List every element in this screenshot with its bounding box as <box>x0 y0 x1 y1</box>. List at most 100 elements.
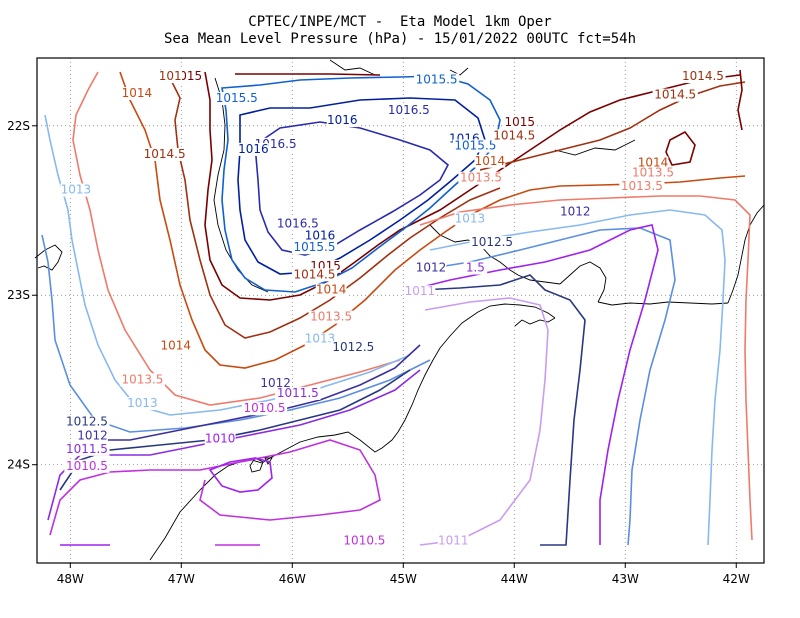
isobar-1012 <box>409 224 659 545</box>
isobar-label: 1014.5 <box>493 128 535 142</box>
x-tick-label: 42W <box>723 572 750 586</box>
coastline <box>514 317 556 327</box>
isobar-label-bg <box>474 154 506 168</box>
isobar-label-bg <box>619 180 665 194</box>
isobar-label-bg <box>275 386 321 400</box>
isobar-label-bg <box>64 442 110 456</box>
isobar-label: 1013.5 <box>632 166 674 180</box>
isobar-label-bg <box>330 341 376 355</box>
coastline-layer <box>34 59 765 561</box>
isobar-label-bg <box>275 217 321 231</box>
isobar-label: 1013 <box>305 332 336 346</box>
isobar-label: 1013.5 <box>121 372 163 386</box>
isobar-label-bg <box>158 70 182 84</box>
y-tick-label: 22S <box>7 119 30 133</box>
isobar-label-bg <box>304 229 336 243</box>
axis-ticks: 48W 47W 46W 45W 44W 43W 42W 22S 23S 24S <box>7 119 750 586</box>
isobar-1015 <box>737 69 743 131</box>
isobar-label-bg <box>454 212 486 226</box>
isobar-label-bg <box>637 156 669 170</box>
isobar-label: 1014 <box>122 86 153 100</box>
isobar-label-bg <box>291 268 338 282</box>
isobar-label-bg <box>458 171 504 185</box>
coastline <box>597 301 729 306</box>
isobar-label: 1013 <box>455 211 486 225</box>
isobar-label: 101 <box>159 69 182 83</box>
isobar-label-bg <box>60 183 92 197</box>
isobar-label: 1015.5 <box>293 240 335 254</box>
isobar-label: 1016.5 <box>388 103 430 117</box>
isobar-label: 1014 <box>316 283 347 297</box>
coastline <box>329 59 376 76</box>
isobar-label: 1012 <box>416 261 447 275</box>
isobar-label: 1015 <box>505 115 536 129</box>
isobar-label: 1015.5 <box>416 72 458 86</box>
isobar-label-bg <box>315 283 347 297</box>
x-tick-label: 48W <box>57 572 84 586</box>
map-subtitle: Sea Mean Level Pressure (hPa) - 15/01/20… <box>163 31 636 47</box>
isobar-1015 <box>235 73 381 76</box>
isobar-label: 1016 <box>327 113 358 127</box>
isobar-label: 1014 <box>475 154 506 168</box>
isobar-label: 1014 <box>638 155 669 169</box>
isobar-label-bg <box>452 139 499 153</box>
isobar-label-bg <box>119 373 166 387</box>
y-tick-label: 24S <box>7 458 30 472</box>
isobar-label-bg <box>326 114 358 128</box>
isobar-label-bg <box>260 376 292 390</box>
isobar-label-bg <box>437 534 469 548</box>
isobar-1015 <box>204 71 741 301</box>
isobar-label: 1012.5 <box>66 415 108 429</box>
isobar-label: 1014.5 <box>654 88 696 102</box>
isobar-label: 1011.5 <box>66 442 108 456</box>
isobar-label: 1011.5 <box>277 386 319 400</box>
isobar-label-bg <box>142 147 188 161</box>
isobar-1013.5 <box>419 195 753 541</box>
isobar-label-bg <box>630 166 676 180</box>
isobar-label: 1013.5 <box>310 310 352 324</box>
isobar-label-bg <box>291 241 338 255</box>
isobar-1010.5 <box>49 439 381 536</box>
isobar-1013 <box>429 209 726 546</box>
isobar-1015 <box>665 130 696 166</box>
isobar-label-bg <box>469 236 515 250</box>
isobar-label: 1016 <box>305 228 336 242</box>
coastline <box>34 244 63 271</box>
isobar-label-bg <box>64 415 110 429</box>
isobar-label-bg <box>491 129 537 143</box>
isobar-label-bg <box>77 429 108 443</box>
isobar-label-bg <box>304 332 336 346</box>
isobar-label: 1016 <box>238 142 269 156</box>
isobar-label: 1011 <box>438 533 469 547</box>
y-tick-label: 23S <box>7 288 30 302</box>
isobar-1011.5 <box>419 274 586 546</box>
isobar-1012.5 <box>419 227 676 546</box>
isobar-1015.5 <box>221 75 501 293</box>
isobar-label-bg <box>415 261 447 275</box>
isobar-layer <box>41 69 753 546</box>
coastline <box>249 457 264 473</box>
isobar-1014.5 <box>479 81 746 171</box>
isobar-label: 1012 <box>560 205 591 219</box>
isobar-label: 1010.5 <box>343 533 385 547</box>
isobar-label-bg <box>64 459 110 473</box>
isobar-label-bg <box>680 70 726 84</box>
isobar-label: 1015.5 <box>216 91 258 105</box>
isobar-label: 1011 <box>405 284 436 298</box>
isobar-1010 <box>208 457 273 493</box>
isobar-1014.5 <box>159 69 501 339</box>
isobar-label-bg <box>386 103 432 117</box>
isobar-label: 1015.5 <box>454 139 496 153</box>
isobar-label-bg <box>160 339 192 353</box>
isobar-label: 1013 <box>127 396 158 410</box>
isobar-label-bg <box>204 432 236 446</box>
isobar-label-bg <box>121 86 153 100</box>
isobar-label-bg <box>241 402 288 416</box>
isobar-label: 1014 <box>160 338 191 352</box>
isobar-label-bg <box>127 397 158 411</box>
isobar-label: 1012 <box>260 376 291 390</box>
isobar-1016 <box>237 97 486 275</box>
isobar-label: 1014.5 <box>682 69 724 83</box>
